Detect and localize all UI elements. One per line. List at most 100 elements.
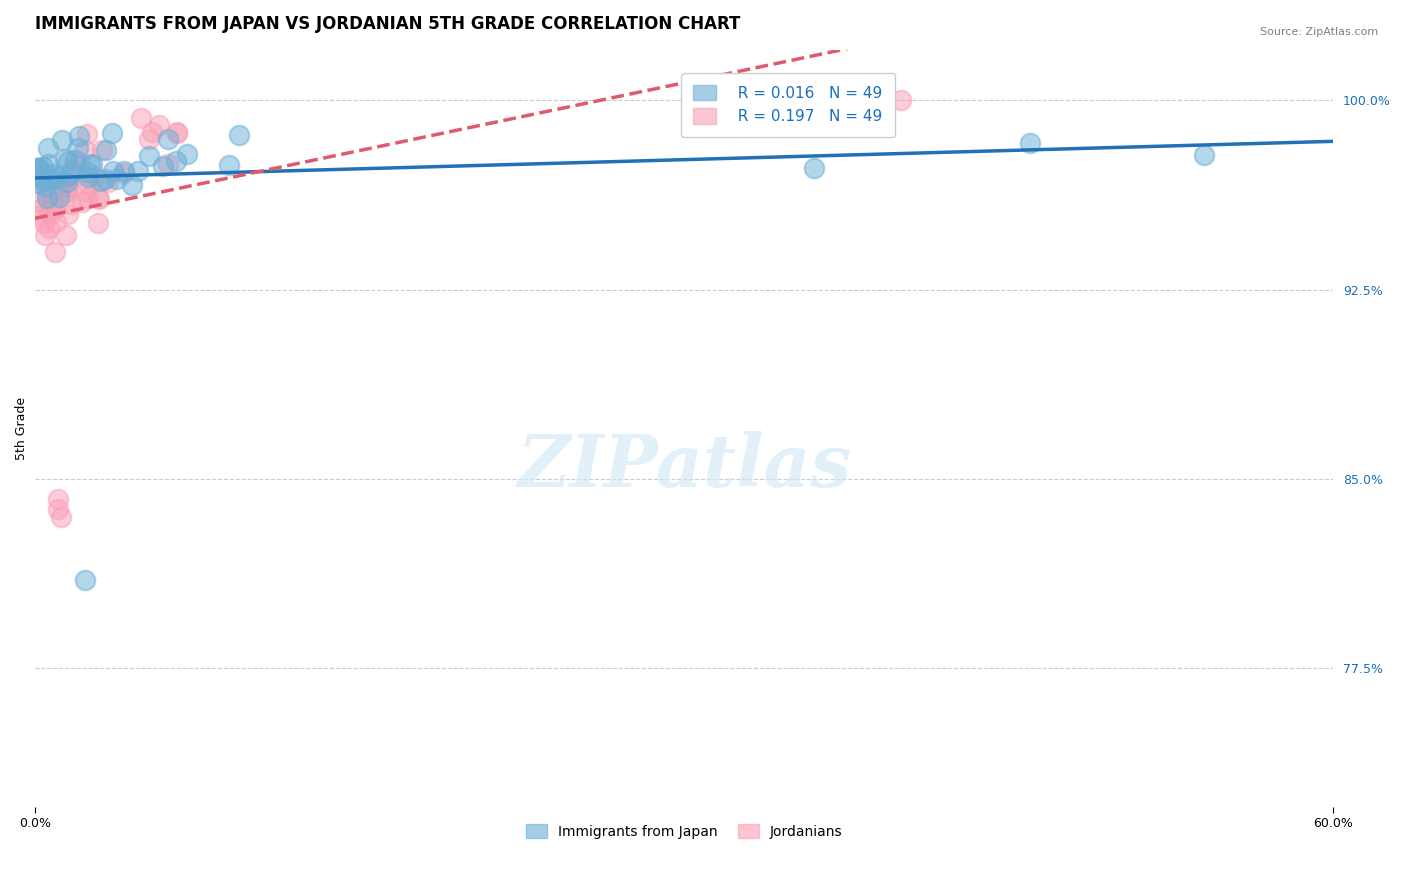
Jordanians xyxy=(890,93,912,107)
Immigrants from Japan xyxy=(156,132,179,146)
Jordanians xyxy=(25,195,48,210)
Jordanians xyxy=(60,161,83,176)
Jordanians xyxy=(55,227,77,242)
Immigrants from Japan xyxy=(152,159,174,173)
Jordanians xyxy=(75,184,97,198)
Immigrants from Japan xyxy=(37,141,59,155)
Jordanians xyxy=(51,509,73,524)
Jordanians xyxy=(166,126,188,140)
Immigrants from Japan xyxy=(27,176,49,190)
Immigrants from Japan xyxy=(28,161,51,175)
Jordanians xyxy=(166,125,188,139)
Immigrants from Japan xyxy=(96,143,118,157)
Immigrants from Japan xyxy=(32,173,55,187)
Jordanians xyxy=(91,143,114,157)
Immigrants from Japan xyxy=(48,190,70,204)
Immigrants from Japan xyxy=(58,169,80,184)
Immigrants from Japan xyxy=(138,149,160,163)
Jordanians xyxy=(77,177,100,191)
Jordanians xyxy=(53,185,76,199)
Jordanians xyxy=(34,227,56,242)
Jordanians xyxy=(38,220,60,235)
Y-axis label: 5th Grade: 5th Grade xyxy=(15,397,28,460)
Immigrants from Japan xyxy=(112,164,135,178)
Immigrants from Japan xyxy=(105,172,128,186)
Immigrants from Japan xyxy=(176,147,198,161)
Immigrants from Japan xyxy=(38,172,60,186)
Jordanians xyxy=(87,216,110,230)
Immigrants from Japan xyxy=(79,158,101,172)
Immigrants from Japan xyxy=(56,154,79,169)
Jordanians xyxy=(97,175,120,189)
Text: IMMIGRANTS FROM JAPAN VS JORDANIAN 5TH GRADE CORRELATION CHART: IMMIGRANTS FROM JAPAN VS JORDANIAN 5TH G… xyxy=(35,15,741,33)
Immigrants from Japan xyxy=(37,191,59,205)
Jordanians xyxy=(56,173,79,187)
Immigrants from Japan xyxy=(90,174,112,188)
Jordanians xyxy=(70,194,93,209)
Immigrants from Japan xyxy=(1019,136,1042,150)
Jordanians xyxy=(83,169,105,183)
Jordanians xyxy=(138,132,160,146)
Immigrants from Japan xyxy=(77,169,100,184)
Text: Source: ZipAtlas.com: Source: ZipAtlas.com xyxy=(1260,27,1378,37)
Jordanians xyxy=(32,216,55,230)
Immigrants from Japan xyxy=(80,157,103,171)
Jordanians xyxy=(44,201,66,215)
Immigrants from Japan xyxy=(27,161,49,175)
Jordanians xyxy=(112,166,135,180)
Jordanians xyxy=(27,209,49,223)
Immigrants from Japan xyxy=(66,141,89,155)
Jordanians xyxy=(157,157,180,171)
Jordanians xyxy=(56,178,79,193)
Immigrants from Japan xyxy=(32,170,55,185)
Jordanians xyxy=(35,188,58,202)
Immigrants from Japan xyxy=(60,164,83,178)
Immigrants from Japan xyxy=(803,161,825,175)
Immigrants from Japan xyxy=(101,126,124,140)
Immigrants from Japan xyxy=(27,161,49,175)
Jordanians xyxy=(39,207,62,221)
Jordanians xyxy=(56,207,79,221)
Immigrants from Japan xyxy=(228,128,250,143)
Immigrants from Japan xyxy=(51,133,73,147)
Immigrants from Japan xyxy=(42,172,65,186)
Text: ZIPatlas: ZIPatlas xyxy=(517,431,851,502)
Immigrants from Japan xyxy=(101,163,124,178)
Immigrants from Japan xyxy=(55,175,77,189)
Jordanians xyxy=(129,111,152,125)
Immigrants from Japan xyxy=(34,178,56,193)
Jordanians xyxy=(45,215,67,229)
Jordanians xyxy=(55,185,77,199)
Immigrants from Japan xyxy=(76,165,98,179)
Jordanians xyxy=(46,502,69,516)
Immigrants from Japan xyxy=(1192,147,1215,161)
Jordanians xyxy=(75,143,97,157)
Jordanians xyxy=(46,492,69,507)
Jordanians xyxy=(41,195,63,210)
Immigrants from Japan xyxy=(45,170,67,185)
Jordanians xyxy=(53,178,76,192)
Immigrants from Japan xyxy=(165,153,187,168)
Jordanians xyxy=(87,192,110,206)
Jordanians xyxy=(76,127,98,141)
Immigrants from Japan xyxy=(67,129,90,144)
Jordanians xyxy=(44,244,66,259)
Jordanians xyxy=(67,154,90,169)
Jordanians xyxy=(59,196,82,211)
Jordanians xyxy=(39,188,62,202)
Immigrants from Japan xyxy=(218,158,240,172)
Immigrants from Japan xyxy=(44,167,66,181)
Jordanians xyxy=(141,125,163,139)
Jordanians xyxy=(87,191,110,205)
Immigrants from Japan xyxy=(31,160,53,174)
Jordanians xyxy=(39,201,62,215)
Immigrants from Japan xyxy=(94,171,117,186)
Jordanians xyxy=(41,186,63,200)
Immigrants from Japan xyxy=(65,153,87,167)
Immigrants from Japan xyxy=(127,163,149,178)
Jordanians xyxy=(148,118,170,132)
Jordanians xyxy=(31,201,53,215)
Immigrants from Japan xyxy=(121,178,143,193)
Jordanians xyxy=(76,190,98,204)
Legend: Immigrants from Japan, Jordanians: Immigrants from Japan, Jordanians xyxy=(519,817,849,846)
